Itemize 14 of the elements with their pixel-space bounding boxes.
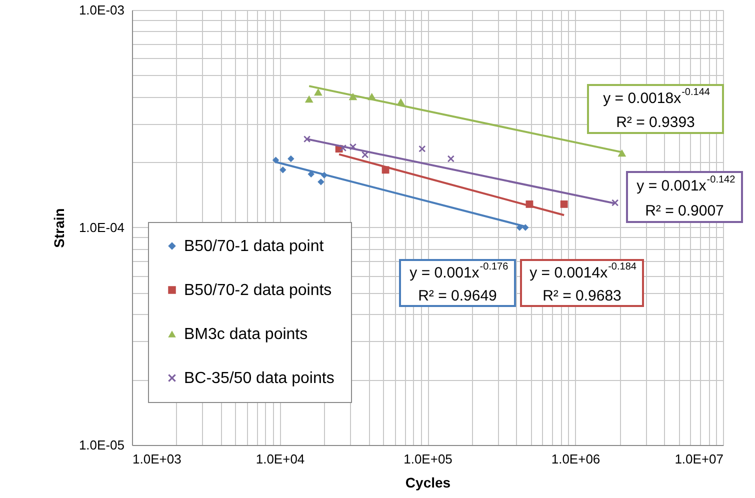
legend-label: B50/70-1 data point	[184, 238, 324, 255]
y-tick-label: 1.0E-05	[78, 438, 124, 452]
y-tick-label: 1.0E-04	[78, 220, 124, 235]
legend-label: BC-35/50 data points	[184, 370, 334, 387]
y-axis-title: Strain	[50, 208, 67, 248]
x-tick-label: 1.0E+06	[551, 452, 600, 466]
legend-label: B50/70-2 data points	[184, 282, 332, 299]
x-tick-label: 1.0E+04	[256, 452, 305, 466]
x-tick-label: 1.0E+03	[132, 452, 182, 466]
y-tick-label: 1.0E-03	[78, 2, 124, 18]
x-tick-label: 1.0E+07	[674, 452, 724, 466]
x-axis-title: Cycles	[405, 474, 451, 490]
legend-label: BM3c data points	[184, 326, 308, 343]
x-tick-label: 1.0E+05	[404, 452, 452, 466]
